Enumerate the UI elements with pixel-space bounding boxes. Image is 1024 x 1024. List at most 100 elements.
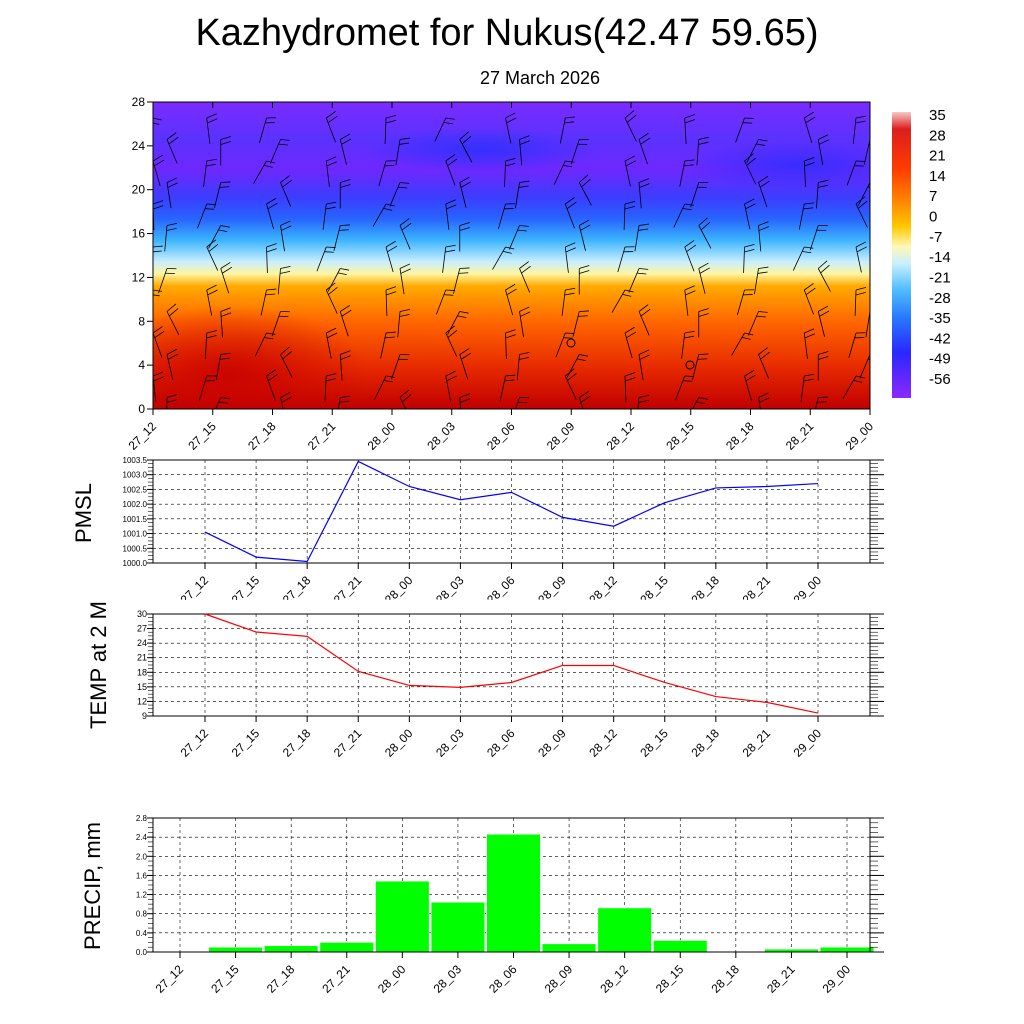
wind-barb-feather xyxy=(684,203,694,206)
wind-barb-feather xyxy=(326,282,336,291)
wind-barb-feather xyxy=(447,329,458,338)
wind-barb-feather xyxy=(220,262,231,269)
wind-barb-shaft xyxy=(277,268,281,295)
wind-barb-feather xyxy=(820,264,830,274)
wind-barb-feather xyxy=(698,217,708,226)
wind-barb-feather xyxy=(166,399,178,403)
wind-barb-feather xyxy=(581,178,591,188)
wind-barb-shaft xyxy=(391,354,401,380)
y-tick-label: 28 xyxy=(132,95,146,109)
wind-barb-feather xyxy=(818,139,830,145)
wind-barb-shaft xyxy=(692,354,700,380)
wind-barb-feather xyxy=(153,294,160,297)
wind-barb-feather xyxy=(745,374,756,382)
wind-barb-feather xyxy=(565,332,575,334)
wind-barb-feather xyxy=(684,240,695,248)
wind-barb-feather xyxy=(443,122,453,125)
wind-barb-shaft xyxy=(206,246,219,271)
wind-barb-feather xyxy=(626,114,637,123)
wind-barb-feather xyxy=(218,229,228,233)
wind-barb-feather xyxy=(622,293,632,297)
wind-barb-feather xyxy=(564,121,575,124)
x-tick-label: 27_21 xyxy=(331,573,365,600)
wind-barb-shaft xyxy=(220,268,230,294)
wind-barb-feather xyxy=(326,201,337,205)
wind-barb-feather xyxy=(206,158,217,162)
wind-barb-feather xyxy=(564,292,575,296)
wind-barb-feather xyxy=(566,201,577,209)
wind-barb-shaft xyxy=(623,203,626,230)
wind-barb-feather xyxy=(220,307,231,312)
wind-barb-feather xyxy=(385,331,396,334)
wind-barb-shaft xyxy=(869,225,870,227)
wind-barb-feather xyxy=(745,203,756,210)
wind-barb-shaft xyxy=(260,289,267,316)
wind-barb-feather xyxy=(856,246,868,253)
x-tick-label: 27_12 xyxy=(153,962,187,996)
y-tick-label: 0.0 xyxy=(136,948,148,957)
wind-barb-feather xyxy=(698,353,709,355)
wind-barb-shaft xyxy=(164,225,168,252)
wind-barb-feather xyxy=(281,396,292,403)
y-tick-label: 1003.0 xyxy=(123,471,148,480)
wind-barb-feather xyxy=(576,358,586,362)
x-tick-label: 29_00 xyxy=(843,419,877,453)
wind-barb-shaft xyxy=(385,289,388,316)
wind-barb-shaft xyxy=(578,225,586,251)
colorbar-label: -28 xyxy=(929,290,951,307)
colorbar-label: 21 xyxy=(929,148,946,165)
wind-barb-feather xyxy=(698,308,709,312)
wind-barb-feather xyxy=(640,137,651,145)
wind-barb-feather xyxy=(684,159,695,162)
wind-barb-shaft xyxy=(673,203,686,228)
wind-barb-feather xyxy=(506,288,517,296)
wind-barb-feather xyxy=(207,289,218,296)
colorbar-label: -56 xyxy=(929,371,951,388)
pmsl-chart: 1000.0 1000.5 1001.0 1001.5 1002.0 1002.5 1003… xyxy=(123,456,884,600)
wind-barb-feather xyxy=(756,315,766,318)
wind-barb-feather xyxy=(684,114,695,119)
x-tick-label: 28_18 xyxy=(688,726,722,760)
wind-barb-feather xyxy=(624,326,635,334)
wind-barb-feather xyxy=(684,335,695,339)
wind-barb-shaft xyxy=(846,160,857,186)
wind-barb-feather xyxy=(167,182,178,188)
wind-barb-feather xyxy=(697,358,708,360)
wind-barb-feather xyxy=(153,205,164,210)
y-tick-label: 8 xyxy=(138,314,145,328)
wind-barb-shaft xyxy=(266,375,276,401)
y-tick-label: 24 xyxy=(132,139,146,153)
wind-barb-shaft xyxy=(389,182,401,207)
wind-barb-feather xyxy=(266,332,276,335)
wind-barb-shaft xyxy=(459,182,467,208)
x-tick-label: 28_06 xyxy=(486,962,520,996)
wind-barb-shaft xyxy=(803,332,808,359)
wind-barb-feather xyxy=(855,375,865,379)
wind-barb-feather xyxy=(446,375,457,382)
wind-barb-shaft xyxy=(624,160,631,187)
y-tick-label: 18 xyxy=(137,667,147,677)
cross-section-chart: 0 4 8 12 16 20 24 28 27_12 27_15 27_18 27_21 28_00 2… xyxy=(126,95,951,453)
wind-barb-feather xyxy=(401,222,412,231)
wind-barb-shaft xyxy=(325,160,330,187)
wind-barb-feather xyxy=(872,395,881,402)
wind-barb-shaft xyxy=(197,203,208,229)
wind-barb-feather xyxy=(505,162,516,167)
wind-barb-shaft xyxy=(198,375,208,401)
wind-barb-feather xyxy=(220,136,231,140)
wind-barb-feather xyxy=(758,175,769,183)
wind-barb-feather xyxy=(818,351,829,355)
wind-barb-feather xyxy=(387,245,398,253)
wind-barb-feather xyxy=(855,196,866,205)
wind-barb-shaft xyxy=(399,268,405,295)
x-tick-label: 28_12 xyxy=(586,726,620,760)
wind-barb-shaft xyxy=(378,160,387,187)
wind-barb-feather xyxy=(698,262,709,269)
wind-barb-feather xyxy=(804,162,815,167)
wind-barb-shaft xyxy=(206,117,211,144)
wind-barb-shaft xyxy=(679,160,686,187)
wind-barb-feather xyxy=(870,270,880,274)
wind-barb-shaft xyxy=(254,332,267,357)
wind-barb-feather xyxy=(744,248,755,253)
wind-barb-feather xyxy=(758,221,769,226)
